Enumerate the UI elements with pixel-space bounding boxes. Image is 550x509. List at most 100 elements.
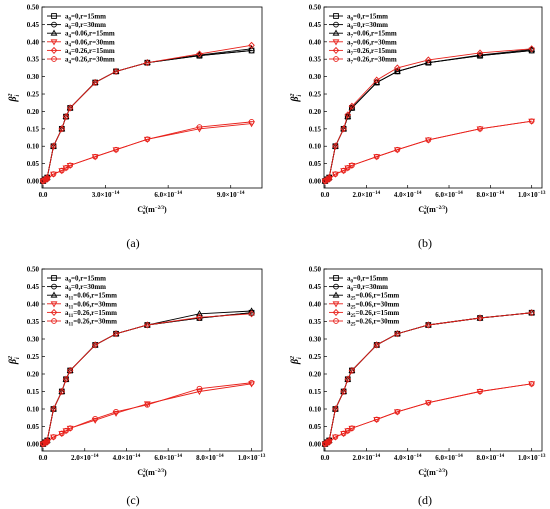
series-line [324,312,532,445]
y-tick-label: 0.45 [309,283,322,291]
data-point [58,125,66,132]
series-line [324,120,532,182]
data-point [528,118,535,125]
x-tick-label: 4.0×10−14 [113,454,141,462]
legend: a0=0,r=15mma0=0,r=30mma4=0.06,r=15mma4=0… [47,13,115,66]
data-point [394,64,401,72]
data-point [50,405,57,413]
panel-caption: (b) [418,236,432,250]
data-point [332,405,339,413]
data-point [66,104,74,111]
data-point [113,146,119,153]
data-point [344,164,351,171]
plot-frame [323,268,543,452]
legend-marker [50,291,58,298]
chart-panel: 0.00 0.05 0.10 0.15 0.20 0.25 0.30 0.35 0.40 0.45… [290,266,546,508]
data-point [92,415,99,422]
legend-label: a4=0.06,r=15mm [65,30,115,40]
data-point [58,430,65,437]
data-point [62,112,70,120]
legend-marker [333,13,339,19]
data-point [196,385,203,392]
y-tick-label: 0.00 [27,178,40,186]
x-tick-label: 4.0×10−14 [394,191,422,199]
data-point [39,440,47,448]
series-line [324,50,532,182]
y-tick-label: 0.40 [309,301,322,309]
y-axis-label: β2i [290,93,303,102]
y-tick-label: 0.45 [309,21,322,29]
data-point [325,436,333,445]
y-axis-label: β2i [8,356,21,365]
x-tick-label: 0.0 [39,191,48,199]
data-point [62,375,70,383]
data-point [373,76,380,84]
legend-label: a11=0.06,r=15mm [65,292,117,302]
legend-marker [51,13,57,19]
legend-marker [333,283,339,290]
data-point [323,438,331,446]
y-tick-label: 0.30 [27,73,40,81]
x-tick-label: 6.0×10−14 [154,454,182,462]
data-point [91,341,99,349]
legend-label: a7=0.06,r=30mm [347,38,397,48]
x-axis-label: C2 n(m−2/3) [137,468,167,479]
y-tick-label: 0.25 [27,353,40,361]
legend-label: a0=0,r=15mm [347,13,388,23]
legend-label: a4=0.26,r=30mm [65,56,115,66]
data-point [112,67,120,75]
x-axis-label: C2 n(m−2/3) [137,205,167,216]
data-point [196,389,203,396]
legend-label: a25=0.26,r=30mm [347,318,399,328]
y-tick-label: 0.10 [309,406,322,414]
data-point [144,136,151,143]
legend-label: a25=0.26,r=15mm [347,309,399,319]
x-axis-label: C2 n(m−2/3) [418,205,448,216]
x-tick-label: 6.0×10−14 [154,191,182,199]
data-point [66,366,74,373]
data-point [248,119,255,125]
legend-label: a0=0,r=15mm [65,13,106,23]
data-point [248,381,255,388]
panel-caption: (c) [126,493,139,507]
legend-marker [50,39,58,46]
y-tick-label: 0.15 [27,125,40,133]
series-line [324,312,532,445]
series-line [42,48,252,182]
series-line [42,383,252,445]
data-point [43,174,51,182]
x-tick-label: 2.0×10−14 [71,454,99,462]
legend-label: a7=0.26,r=15mm [347,47,397,57]
y-tick-label: 0.20 [309,108,322,116]
data-point [248,41,255,49]
legend-marker [333,21,339,28]
data-point [477,388,483,395]
data-point [373,416,380,423]
data-point [394,408,401,415]
data-point [344,375,352,383]
y-tick-label: 0.40 [27,301,40,309]
data-point [58,387,66,396]
data-point [144,401,151,408]
series-line [42,121,252,182]
legend-marker [50,46,58,54]
y-tick-label: 0.35 [309,56,322,64]
data-point [50,434,57,441]
legend-label: a25=0.06,r=30mm [347,300,399,310]
x-tick-label: 6.0×10−14 [435,454,463,462]
chart-panel: 0.00 0.05 0.10 0.15 0.20 0.25 0.30 0.35 0.40 0.45… [8,4,263,250]
data-point [248,310,255,318]
y-tick-label: 0.30 [27,336,40,344]
legend-marker [51,318,57,324]
data-point [41,438,49,446]
data-point [113,408,119,415]
data-point [349,425,355,432]
chart-panel: 0.00 0.05 0.10 0.15 0.20 0.25 0.30 0.35 0.40 0.45… [8,266,266,508]
legend-marker [50,301,58,308]
legend-marker [332,301,340,308]
legend-marker [333,275,339,281]
data-point [58,387,66,394]
x-axis-label: C2 n(m−2/3) [418,468,448,479]
legend-marker [50,308,58,316]
